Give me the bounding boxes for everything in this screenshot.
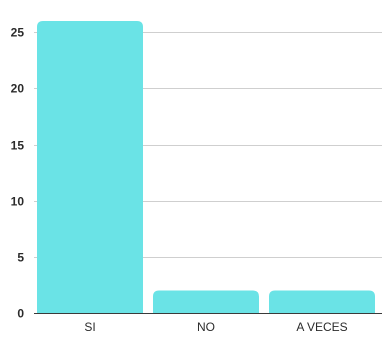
x-axis-labels: SI NO A VECES: [84, 320, 347, 334]
y-tick-label: 0: [17, 307, 24, 321]
bars: [37, 21, 375, 313]
y-tick-label: 15: [11, 139, 25, 153]
x-tick-label: NO: [197, 320, 215, 334]
bar-si: [37, 21, 143, 313]
y-tick-label: 10: [11, 195, 25, 209]
bar-no: [153, 290, 259, 313]
x-tick-label: A VECES: [296, 320, 347, 334]
x-tick-label: SI: [84, 320, 95, 334]
y-tick-label: 5: [17, 251, 24, 265]
y-axis-ticks: 0 5 10 15 20 25: [11, 26, 25, 321]
y-tick-label: 25: [11, 26, 25, 40]
y-tick-label: 20: [11, 82, 25, 96]
bar-a-veces: [269, 290, 375, 313]
